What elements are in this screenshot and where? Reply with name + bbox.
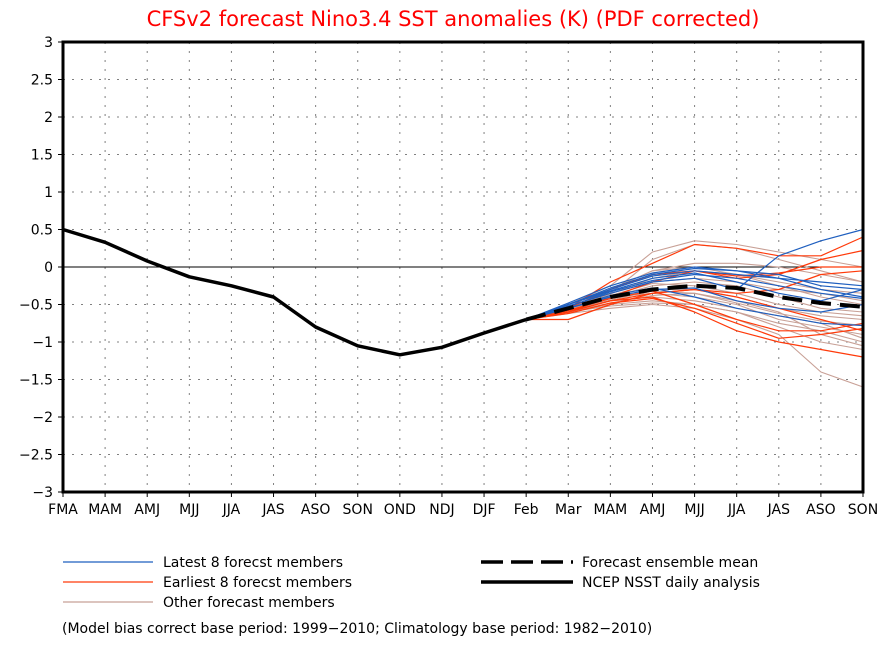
legend-label-other: Other forecast members xyxy=(163,595,335,611)
x-tick-label: JAS xyxy=(261,502,284,518)
y-tick-label: 1 xyxy=(44,185,53,201)
line-earliest-member xyxy=(526,270,864,321)
line-earliest-member xyxy=(526,297,864,339)
chart-title: CFSv2 forecast Nino3.4 SST anomalies (K)… xyxy=(147,7,760,31)
x-tick-label: NDJ xyxy=(429,502,454,518)
x-tick-label: FMA xyxy=(48,502,78,518)
x-axis: FMA MAM AMJ MJJ JJA JAS ASO SON OND NDJ DJF Feb Mar M… xyxy=(48,492,878,518)
line-ensemble-mean xyxy=(525,283,864,322)
line-latest-member xyxy=(525,267,864,321)
x-tick-label: SON xyxy=(343,502,373,518)
line-latest-member xyxy=(525,266,864,321)
line-observed-analysis xyxy=(62,227,527,357)
y-axis: 3 2.5 2 1.5 1 0.5 0 −0.5 −1 −1.5 −2 −2.5 −3 xyxy=(19,35,63,501)
x-tick-label: MJJ xyxy=(179,502,199,518)
x-tick-label: AMJ xyxy=(640,502,666,518)
y-tick-label: 3 xyxy=(44,35,53,51)
x-tick-label: JJA xyxy=(222,502,241,518)
y-tick-label: 0 xyxy=(44,260,53,276)
legend-label-earliest: Earliest 8 forecst members xyxy=(163,575,352,591)
y-tick-label: 2.5 xyxy=(31,73,53,89)
y-tick-label: −2 xyxy=(32,410,53,426)
x-tick-label: OND xyxy=(384,502,416,518)
line-other-member xyxy=(526,240,864,321)
x-tick-label: MJJ xyxy=(684,502,704,518)
y-tick-label: 1.5 xyxy=(31,148,53,164)
line-earliest-member xyxy=(526,290,864,332)
y-tick-label: 2 xyxy=(44,110,53,126)
line-earliest-member xyxy=(526,296,864,358)
x-tick-label: DJF xyxy=(473,502,496,518)
legend-label-latest: Latest 8 forecst members xyxy=(163,555,343,571)
x-tick-label: MAM xyxy=(593,502,627,518)
footnote: (Model bias correct base period: 1999−20… xyxy=(62,621,652,637)
forecast-members xyxy=(525,228,864,388)
x-tick-label: SON xyxy=(848,502,878,518)
y-tick-label: −2.5 xyxy=(19,448,53,464)
grid xyxy=(63,42,863,492)
x-tick-label: AMJ xyxy=(134,502,160,518)
x-tick-label: ASO xyxy=(301,502,330,518)
y-tick-label: −1 xyxy=(32,335,53,351)
y-tick-label: −3 xyxy=(32,485,53,501)
x-tick-label: MAM xyxy=(88,502,122,518)
legend-label-observed: NCEP NSST daily analysis xyxy=(582,575,760,591)
line-latest-member xyxy=(525,272,864,321)
legend-label-mean: Forecast ensemble mean xyxy=(582,555,758,571)
y-tick-label: −1.5 xyxy=(19,373,53,389)
main-series xyxy=(62,227,864,357)
x-tick-label: Feb xyxy=(514,502,539,518)
x-tick-label: JAS xyxy=(767,502,790,518)
legend: Latest 8 forecst members Earliest 8 fore… xyxy=(63,555,760,611)
x-tick-label: Mar xyxy=(555,502,582,518)
x-tick-label: JJA xyxy=(727,502,746,518)
x-tick-label: ASO xyxy=(806,502,835,518)
y-tick-label: 0.5 xyxy=(31,223,53,239)
y-tick-label: −0.5 xyxy=(19,298,53,314)
line-other-member xyxy=(526,281,864,321)
line-latest-member xyxy=(526,273,864,321)
